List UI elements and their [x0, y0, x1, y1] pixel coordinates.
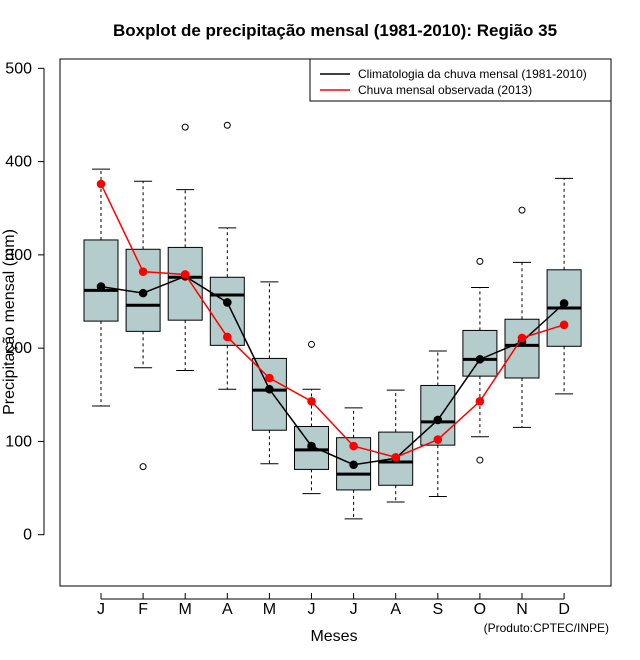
- box-iqr: [251, 357, 287, 431]
- box-10: [462, 257, 498, 464]
- y-tick-label: 500: [5, 60, 32, 77]
- legend-label-climatology: Climatologia da chuva mensal (1981-2010): [358, 67, 587, 81]
- series-point-observed: [180, 270, 190, 279]
- legend-box: [309, 58, 612, 102]
- box-6: [294, 340, 329, 495]
- legend: Climatologia da chuva mensal (1981-2010)…: [309, 58, 612, 102]
- x-axis-label: Meses: [310, 628, 357, 645]
- x-tick-label: S: [432, 601, 443, 618]
- series-point-climatology: [138, 288, 148, 298]
- series-point-climatology: [265, 384, 274, 394]
- box-group: [83, 121, 582, 520]
- series-point-observed: [96, 179, 106, 189]
- series-point-observed: [349, 441, 358, 451]
- box-8: [378, 389, 414, 503]
- x-tick-label: M: [263, 601, 276, 618]
- series-point-climatology: [433, 415, 443, 425]
- x-tick-label: A: [390, 601, 401, 618]
- series-point-observed: [391, 452, 401, 462]
- box-iqr: [83, 239, 119, 322]
- y-axis-label: Precipitação mensal (mm): [1, 229, 18, 415]
- y-tick-label: 400: [5, 154, 32, 171]
- series-point-observed: [138, 267, 148, 276]
- x-tick-label: J: [97, 601, 105, 618]
- y-tick-label: 200: [5, 340, 32, 357]
- box-iqr: [420, 384, 456, 446]
- y-tick-label: 100: [5, 433, 32, 450]
- outlier-point: [181, 123, 189, 131]
- credit-text: (Produto:CPTEC/INPE): [484, 621, 609, 635]
- y-axis: 0 100 200 300 400 500: [5, 60, 45, 544]
- series-point-climatology: [559, 299, 569, 308]
- series-observed: [96, 179, 569, 462]
- series-point-observed: [265, 373, 274, 383]
- box-5: [251, 281, 287, 465]
- series-point-climatology: [349, 460, 358, 470]
- x-tick-label: O: [474, 601, 486, 618]
- series-point-observed: [517, 333, 527, 343]
- outlier-point: [308, 340, 315, 348]
- x-tick-label: J: [308, 601, 316, 618]
- x-tick-label: D: [558, 601, 570, 618]
- y-tick-label: 0: [23, 527, 32, 544]
- series-point-observed: [559, 320, 569, 330]
- series-line-observed: [100, 183, 565, 459]
- chart-title: Boxplot de precipitação mensal (1981-201…: [113, 21, 557, 40]
- x-tick-label: F: [138, 601, 148, 618]
- series-point-observed: [307, 397, 316, 406]
- series-point-observed: [223, 332, 232, 342]
- x-tick-label: M: [179, 601, 192, 618]
- x-tick-label: N: [516, 601, 528, 618]
- series-point-climatology: [223, 298, 232, 307]
- box-12: [546, 177, 582, 395]
- series-point-observed: [433, 435, 443, 444]
- y-tick-label: 300: [5, 247, 32, 264]
- outlier-point: [518, 206, 526, 214]
- box-iqr: [504, 318, 540, 379]
- series-point-observed: [475, 397, 485, 406]
- series-point-climatology: [96, 282, 106, 291]
- box-3: [167, 123, 203, 372]
- box-11: [504, 206, 540, 428]
- x-tick-label: A: [222, 601, 233, 618]
- outlier-point: [476, 257, 484, 265]
- outlier-point: [223, 121, 231, 129]
- series-point-climatology: [475, 355, 485, 364]
- series-point-climatology: [307, 441, 316, 451]
- outlier-point: [139, 463, 147, 471]
- outlier-point: [476, 456, 484, 464]
- box-2: [125, 180, 161, 471]
- series-line-climatology: [100, 275, 565, 466]
- legend-label-observed: Chuva mensal observada (2013): [358, 83, 532, 97]
- box-iqr: [462, 329, 498, 377]
- box-1: [83, 168, 119, 407]
- x-tick-label: J: [350, 601, 358, 618]
- series-group: [96, 179, 569, 470]
